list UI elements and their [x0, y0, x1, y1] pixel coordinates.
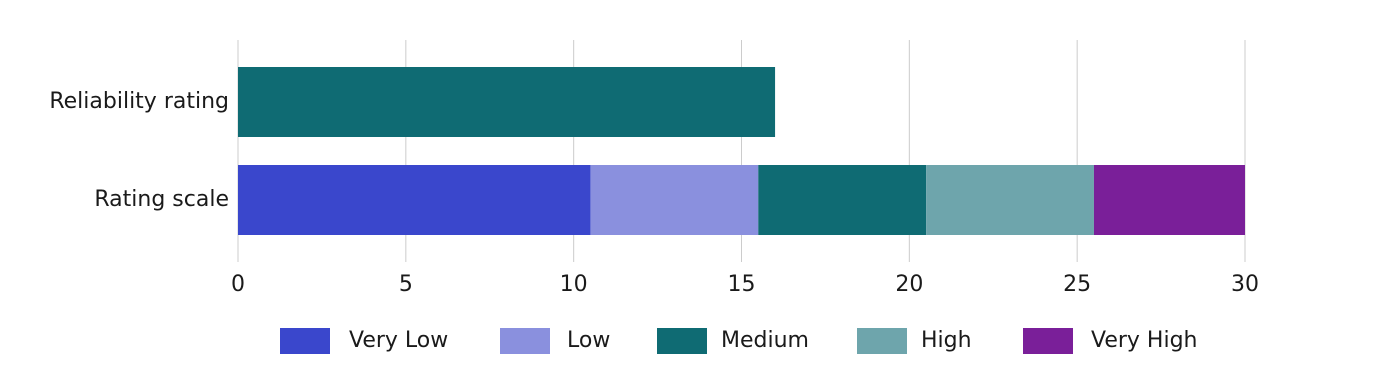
- legend-swatch: [500, 328, 550, 354]
- legend-swatch: [280, 328, 330, 354]
- bar-segment: [926, 165, 1094, 235]
- x-tick-label: 10: [560, 272, 588, 297]
- x-tick-label: 30: [1231, 272, 1259, 297]
- y-tick-label: Reliability rating: [49, 89, 229, 114]
- bar-segment: [238, 165, 591, 235]
- x-tick-label: 25: [1063, 272, 1091, 297]
- x-tick-label: 15: [728, 272, 756, 297]
- legend-swatch: [657, 328, 707, 354]
- legend-label: Very High: [1091, 328, 1198, 353]
- legend-label: Low: [567, 328, 610, 353]
- x-tick-label: 5: [399, 272, 413, 297]
- bar-segment: [238, 67, 776, 137]
- legend-label: Medium: [721, 328, 809, 353]
- x-tick-label: 0: [231, 272, 245, 297]
- legend-swatch: [857, 328, 907, 354]
- legend-label: Very Low: [349, 328, 448, 353]
- bar-segment: [1093, 165, 1245, 235]
- x-tick-label: 20: [895, 272, 923, 297]
- bar-segment: [758, 165, 927, 235]
- legend-label: High: [921, 328, 972, 353]
- legend-swatch: [1023, 328, 1073, 354]
- y-tick-label: Rating scale: [94, 187, 229, 212]
- bar-segment: [590, 165, 759, 235]
